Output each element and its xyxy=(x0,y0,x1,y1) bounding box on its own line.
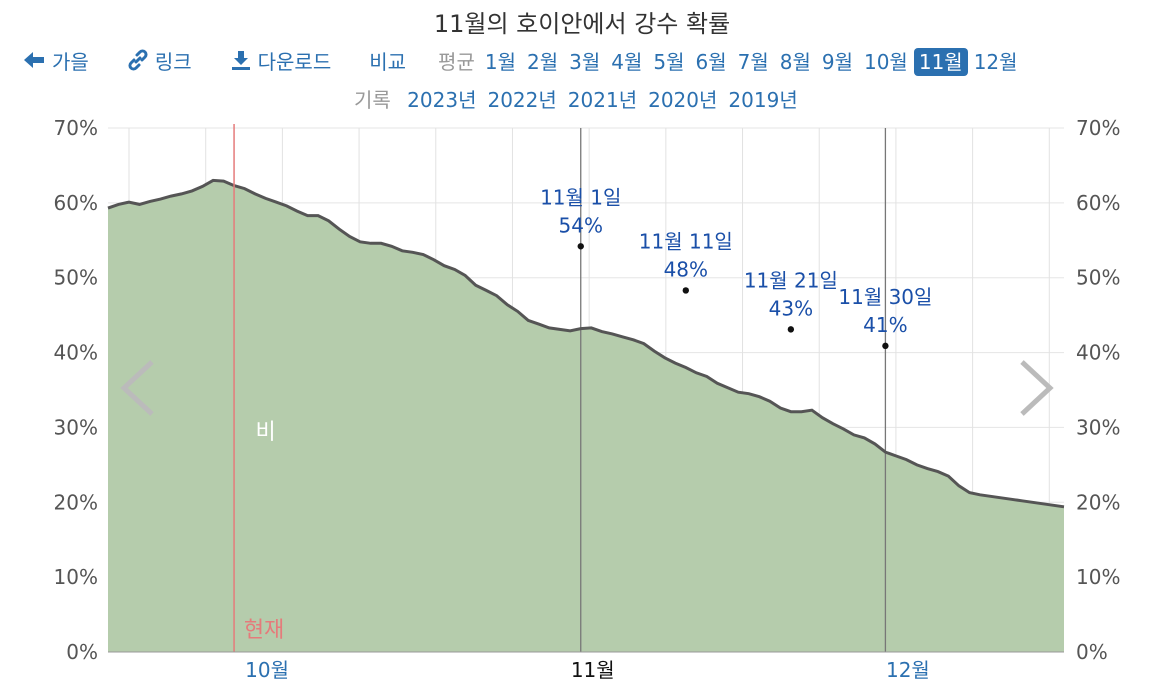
month-link-7[interactable]: 7월 xyxy=(737,49,769,74)
back-label: 가을 xyxy=(52,49,89,74)
records-label: 기록 xyxy=(354,88,391,112)
area-fill xyxy=(108,180,1064,652)
annotation-value: 41% xyxy=(863,313,907,337)
download-icon xyxy=(231,51,250,70)
chevron-right-icon xyxy=(1020,360,1054,416)
nav-bar: 가을 링크 다운로드 비교 평균 1월 2월 3월 4월 5월 6월 7월 8월 9월 10월 11… xyxy=(22,44,1029,76)
y-axis-right: 0% 10% 20% 30% 40% 50% 60% 70% xyxy=(1076,116,1120,664)
now-label: 현재 xyxy=(244,618,284,643)
arrow-left-icon xyxy=(24,52,44,68)
download-label: 다운로드 xyxy=(257,49,332,74)
annotation-value: 48% xyxy=(664,257,708,281)
year-link-2020[interactable]: 2020년 xyxy=(648,88,718,112)
y-tick-right: 0% xyxy=(1076,640,1108,664)
month-link-12[interactable]: 12월 xyxy=(973,49,1018,74)
y-tick-right: 70% xyxy=(1076,116,1120,140)
month-link-11[interactable]: 11월 xyxy=(913,47,968,76)
series-label: 비 xyxy=(255,420,275,445)
month-link-3[interactable]: 3월 xyxy=(569,49,601,74)
annotation-value: 43% xyxy=(769,296,813,320)
annotation-dot xyxy=(882,342,889,350)
y-tick-left: 50% xyxy=(54,266,98,290)
prev-arrow[interactable] xyxy=(120,360,154,416)
y-tick-left: 40% xyxy=(54,341,98,365)
y-tick-right: 20% xyxy=(1076,490,1120,514)
x-tick-label: 10월 xyxy=(245,658,289,682)
annotation-dot xyxy=(577,243,584,250)
link-button[interactable]: 링크 xyxy=(127,46,192,75)
month-link-10[interactable]: 10월 xyxy=(863,49,908,74)
chevron-left-icon xyxy=(120,360,154,416)
x-tick-label: 12월 xyxy=(886,658,930,682)
annotation-date: 11월 1일 xyxy=(540,185,621,209)
year-links: 2023년 2022년 2021년 2020년 2019년 xyxy=(407,88,809,112)
month-links: 1월 2월 3월 4월 5월 6월 7월 8월 9월 10월 11월 12월 xyxy=(484,46,1029,76)
download-button[interactable]: 다운로드 xyxy=(230,46,332,75)
month-link-4[interactable]: 4월 xyxy=(611,49,643,74)
average-label: 평균 xyxy=(438,49,475,74)
y-tick-right: 40% xyxy=(1076,341,1120,365)
y-tick-right: 30% xyxy=(1076,415,1120,439)
compare-link[interactable]: 비교 xyxy=(369,49,407,74)
year-link-2022[interactable]: 2022년 xyxy=(487,88,557,112)
month-link-2[interactable]: 2월 xyxy=(526,49,559,74)
annotation-date: 11월 11일 xyxy=(639,229,733,253)
year-link-2023[interactable]: 2023년 xyxy=(407,88,477,112)
year-link-2019[interactable]: 2019년 xyxy=(728,88,798,112)
month-link-5[interactable]: 5월 xyxy=(653,49,685,74)
annotation-dot xyxy=(787,326,795,333)
probability-line xyxy=(107,178,1065,509)
annotation-value: 54% xyxy=(559,213,603,237)
month-link-8[interactable]: 8월 xyxy=(779,49,811,74)
annotation-date: 11월 21일 xyxy=(744,268,838,292)
link-label: 링크 xyxy=(154,49,192,74)
y-tick-left: 10% xyxy=(54,565,98,589)
y-tick-right: 60% xyxy=(1076,191,1120,215)
y-axis-left: 0% 10% 20% 30% 40% 50% 60% 70% xyxy=(54,116,98,664)
annotations: 11월 1일 54% 11월 11일 48% 11월 21일 43% 11월 30일 41% xyxy=(540,185,932,350)
next-arrow[interactable] xyxy=(1020,360,1054,416)
records-row: 기록 2023년 2022년 2021년 2020년 2019년 xyxy=(354,84,809,113)
annotation-date: 11월 30일 xyxy=(838,285,932,309)
y-tick-left: 30% xyxy=(54,415,98,439)
month-boundary-lines xyxy=(580,128,887,652)
annotation-dot xyxy=(682,287,690,294)
month-link-1[interactable]: 1월 xyxy=(484,49,516,74)
back-button[interactable]: 가을 xyxy=(22,46,89,75)
x-tick-label: 11월 xyxy=(571,658,615,682)
page-title: 11월의 호이안에서 강수 확률 xyxy=(433,10,731,38)
y-tick-left: 20% xyxy=(54,490,98,514)
month-link-9[interactable]: 9월 xyxy=(821,49,853,74)
y-tick-left: 60% xyxy=(54,191,98,215)
year-link-2021[interactable]: 2021년 xyxy=(567,88,638,112)
y-tick-right: 10% xyxy=(1076,565,1120,589)
link-icon xyxy=(128,49,148,71)
y-tick-left: 70% xyxy=(54,116,98,140)
month-link-6[interactable]: 6월 xyxy=(695,49,727,74)
y-tick-left: 0% xyxy=(66,640,98,664)
x-axis: 10월 11월 12월 xyxy=(108,651,1064,682)
y-tick-right: 50% xyxy=(1076,266,1120,290)
